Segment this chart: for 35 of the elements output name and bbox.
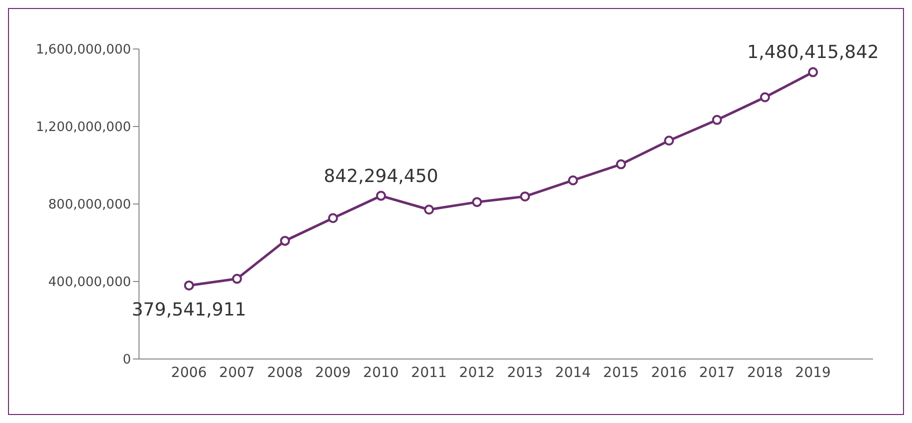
point	[616, 159, 626, 170]
x-tick-label: 2011	[411, 364, 447, 381]
y-tick-label: 0	[122, 352, 131, 368]
x-tick-label: 2009	[315, 364, 351, 381]
data-label: 1,480,415,842	[747, 42, 879, 64]
point	[712, 114, 722, 125]
point	[424, 204, 434, 215]
x-tick-label: 2014	[555, 364, 591, 381]
x-tick-label: 2017	[699, 364, 735, 381]
point	[376, 190, 386, 201]
x-tick-label: 2018	[747, 364, 783, 381]
x-tick-label: 2016	[651, 364, 687, 381]
x-tick-label: 2015	[603, 364, 639, 381]
x-tick-label: 2007	[219, 364, 255, 381]
x-tick-label: 2006	[171, 364, 207, 381]
point	[760, 92, 770, 102]
data-label: 842,294,450	[324, 166, 438, 187]
x-tick-label: 2019	[795, 364, 831, 381]
point	[568, 175, 578, 186]
x-tick-label: 2008	[267, 364, 303, 381]
point	[808, 67, 818, 78]
point	[520, 191, 530, 202]
y-tick-label: 1,600,000,000	[36, 42, 131, 58]
x-tick-label: 2013	[507, 364, 543, 381]
x-tick-label: 2010	[363, 364, 399, 381]
point	[664, 136, 674, 146]
point	[472, 197, 482, 208]
point	[232, 274, 242, 284]
y-tick-label: 400,000,000	[48, 275, 131, 290]
point	[184, 280, 194, 290]
point	[328, 213, 338, 224]
x-tick-label: 2012	[459, 364, 495, 381]
y-tick-label: 800,000,000	[48, 198, 131, 213]
y-tick-label: 1,200,000,000	[36, 120, 131, 136]
point	[280, 236, 290, 246]
